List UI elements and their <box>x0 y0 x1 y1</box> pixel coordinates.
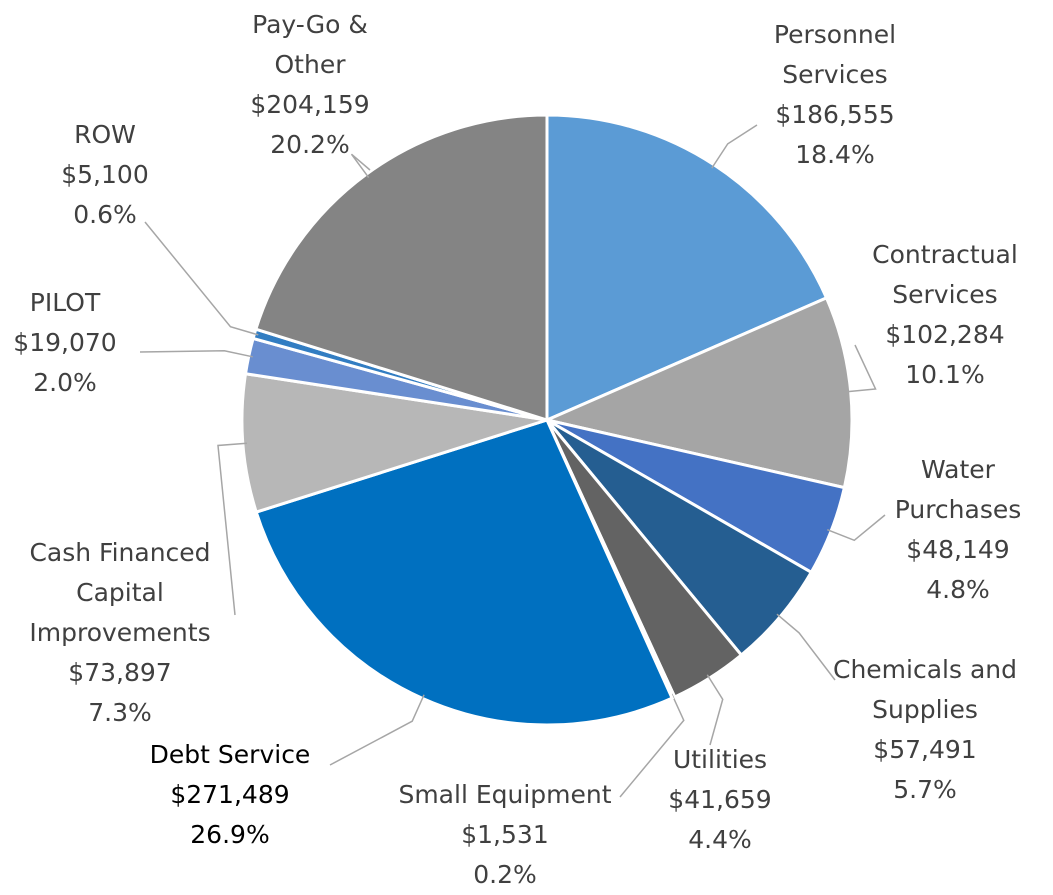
data-label: Pay-Go & Other $204,159 20.2% <box>225 5 395 165</box>
data-label: Small Equipment $1,531 0.2% <box>380 775 630 895</box>
data-label: Personnel Services $186,555 18.4% <box>735 15 935 175</box>
percent-label: 20.2% <box>270 130 350 159</box>
value-label: $48,149 <box>906 535 1010 564</box>
percent-label: 2.0% <box>33 368 97 397</box>
value-label: $271,489 <box>170 780 290 809</box>
value-label: $5,100 <box>61 160 149 189</box>
leader-line <box>329 694 425 766</box>
percent-label: 10.1% <box>905 360 985 389</box>
value-label: $1,531 <box>461 820 549 849</box>
value-label: $19,070 <box>13 328 117 357</box>
data-label: Water Purchases $48,149 4.8% <box>873 450 1043 610</box>
leader-line <box>350 153 371 178</box>
leader-line <box>619 693 685 798</box>
data-label: Contractual Services $102,284 10.1% <box>855 235 1035 395</box>
category-label: Small Equipment <box>398 780 612 809</box>
percent-label: 26.9% <box>190 820 270 849</box>
category-label: Personnel Services <box>773 20 897 89</box>
leader-line <box>846 344 877 393</box>
percent-label: 7.3% <box>88 698 152 727</box>
category-label: Contractual Services <box>872 240 1018 309</box>
percent-label: 0.6% <box>73 200 137 229</box>
percent-label: 0.2% <box>473 860 537 889</box>
data-label: Chemicals and Supplies $57,491 5.7% <box>825 650 1025 810</box>
category-label: Utilities <box>672 745 768 774</box>
category-label: Pay-Go & Other <box>252 10 368 79</box>
data-label: Utilities $41,659 4.4% <box>645 740 795 860</box>
category-label: PILOT <box>29 288 101 317</box>
value-label: $73,897 <box>68 658 172 687</box>
leader-line <box>706 674 724 746</box>
data-label: Debt Service $271,489 26.9% <box>120 735 340 855</box>
category-label: Debt Service <box>149 740 311 769</box>
category-label: Water Purchases <box>894 455 1022 524</box>
leader-line <box>139 349 253 358</box>
percent-label: 5.7% <box>893 775 957 804</box>
value-label: $102,284 <box>885 320 1005 349</box>
leader-line <box>827 514 886 542</box>
category-label: ROW <box>74 120 136 149</box>
value-label: $186,555 <box>775 100 895 129</box>
value-label: $204,159 <box>250 90 370 119</box>
data-label: Cash Financed Capital Improvements $73,89… <box>5 533 235 733</box>
category-label: Chemicals and Supplies <box>833 655 1017 724</box>
leader-line <box>144 221 259 336</box>
category-label: Cash Financed Capital Improvements <box>29 538 211 647</box>
value-label: $57,491 <box>873 735 977 764</box>
percent-label: 4.4% <box>688 825 752 854</box>
percent-label: 4.8% <box>926 575 990 604</box>
leader-line <box>217 442 247 616</box>
percent-label: 18.4% <box>795 140 875 169</box>
leader-line <box>711 124 758 169</box>
data-label: ROW $5,100 0.6% <box>45 115 165 235</box>
value-label: $41,659 <box>668 785 772 814</box>
data-label: PILOT $19,070 2.0% <box>5 283 125 403</box>
leader-line <box>776 613 836 681</box>
